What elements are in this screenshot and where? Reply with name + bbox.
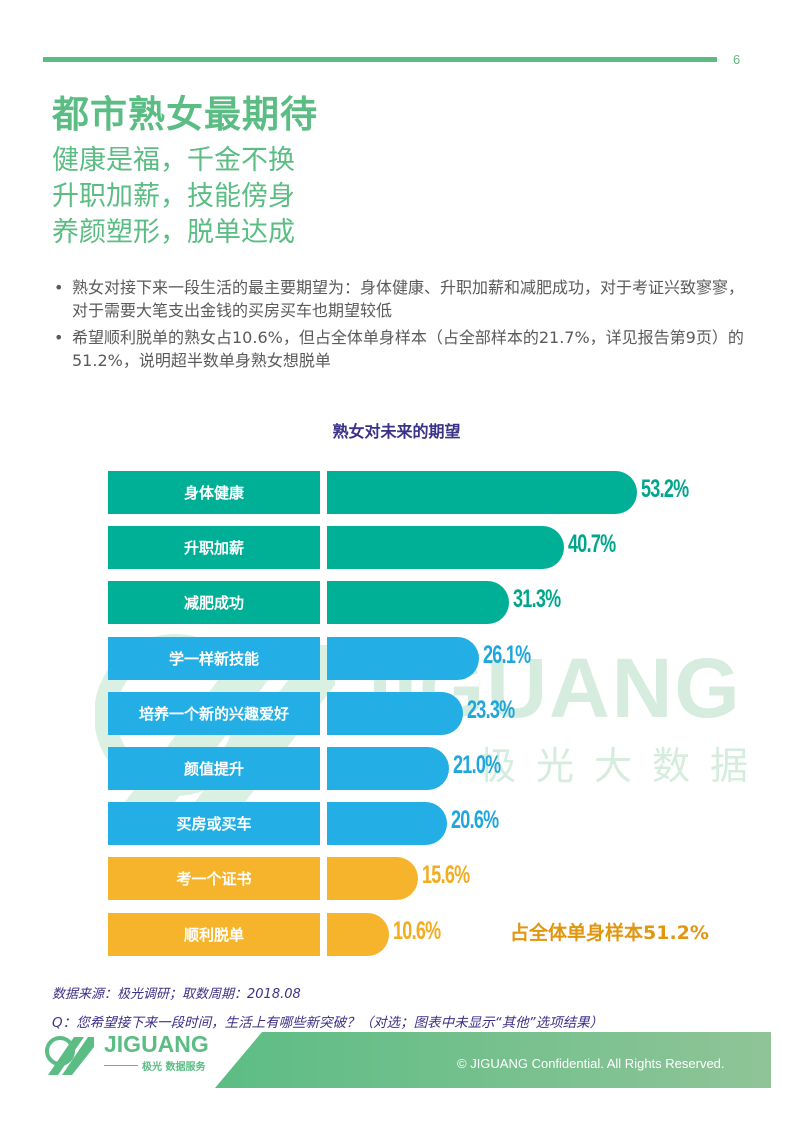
- chart-annotation: 占全体单身样本51.2%: [510, 922, 709, 944]
- value-bar: [327, 857, 418, 901]
- chart-row: 身体健康 53.2%: [108, 471, 708, 514]
- jiguang-logo-icon: [45, 1036, 94, 1075]
- category-label: 颜值提升: [108, 747, 320, 790]
- value-label: 10.6%: [392, 916, 441, 945]
- category-label: 买房或买车: [108, 802, 320, 846]
- category-label: 考一个证书: [108, 857, 320, 901]
- value-label: 21.0%: [453, 751, 501, 779]
- bullet-text: 希望顺利脱单的熟女占10.6%，但占全体单身样本（占全部样本的21.7%，详见报…: [72, 328, 744, 370]
- footer-tagline: 极光 数据服务: [142, 1062, 206, 1073]
- chart-row: 培养一个新的兴趣爱好 23.3%: [108, 691, 708, 735]
- bullet-dot-icon: •: [54, 278, 64, 297]
- value-bar: [327, 526, 564, 570]
- category-label: 培养一个新的兴趣爱好: [108, 691, 320, 735]
- value-bar: [327, 471, 637, 514]
- category-label: 顺利脱单: [108, 912, 320, 956]
- page-number: 6: [733, 52, 741, 67]
- chart-row: 颜值提升 21.0%: [108, 747, 708, 790]
- summary-bullets: • 熟女对接下来一段生活的最主要期望为：身体健康、升职加薪和减肥成功，对于考证兴…: [52, 276, 752, 376]
- value-bar: [327, 581, 510, 625]
- value-bar: [327, 691, 463, 735]
- value-label: 20.6%: [450, 806, 499, 835]
- slogan: 升职加薪，技能傍身: [52, 181, 295, 212]
- value-bar: [327, 912, 389, 956]
- value-label: 23.3%: [466, 695, 515, 724]
- survey-question-note: Q：您希望接下来一段时间，生活上有哪些新突破？（对选；图表中未显示“其他”选项结…: [52, 1015, 604, 1031]
- category-label: 升职加薪: [108, 526, 320, 570]
- category-label: 减肥成功: [108, 581, 320, 625]
- slogan-list: 健康是福，千金不换 升职加薪，技能傍身 养颜塑形，脱单达成: [52, 143, 295, 251]
- footer-brand: JIGUANG: [104, 1031, 209, 1057]
- page-title: 都市熟女最期待: [52, 93, 318, 136]
- value-bar: [327, 802, 447, 846]
- bullet-item: • 熟女对接下来一段生活的最主要期望为：身体健康、升职加薪和减肥成功，对于考证兴…: [52, 276, 752, 322]
- header-rule: [43, 57, 717, 62]
- value-label: 31.3%: [513, 585, 561, 614]
- chart-row: 买房或买车 20.6%: [108, 802, 708, 846]
- value-label: 26.1%: [482, 640, 531, 669]
- bullet-item: • 希望顺利脱单的熟女占10.6%，但占全体单身样本（占全部样本的21.7%，详…: [52, 326, 752, 372]
- value-label: 15.6%: [421, 861, 470, 890]
- value-bar: [327, 636, 479, 680]
- chart-row: 学一样新技能 26.1%: [108, 636, 708, 680]
- data-source-note: 数据来源：极光调研；取数周期：2018.08: [52, 987, 301, 1002]
- chart-title: 熟女对未来的期望: [332, 422, 461, 441]
- value-label: 53.2%: [640, 475, 689, 503]
- chart-row: 减肥成功 31.3%: [108, 581, 708, 625]
- footer-band: [215, 1032, 771, 1088]
- bullet-text: 熟女对接下来一段生活的最主要期望为：身体健康、升职加薪和减肥成功，对于考证兴致寥…: [72, 278, 745, 320]
- chart-row: 升职加薪 40.7%: [108, 526, 708, 570]
- category-label: 学一样新技能: [108, 636, 320, 680]
- chart-row: 考一个证书 15.6%: [108, 857, 708, 901]
- value-bar: [327, 747, 450, 790]
- footer-tag-divider: [104, 1065, 138, 1066]
- chart-row: 顺利脱单 10.6%: [108, 912, 708, 956]
- value-label: 40.7%: [567, 530, 616, 559]
- category-label: 身体健康: [108, 471, 320, 514]
- slogan: 健康是福，千金不换: [52, 145, 295, 176]
- copyright-text: © JIGUANG Confidential. All Rights Reser…: [457, 1056, 725, 1071]
- slogan: 养颜塑形，脱单达成: [52, 217, 295, 248]
- bullet-dot-icon: •: [54, 328, 64, 347]
